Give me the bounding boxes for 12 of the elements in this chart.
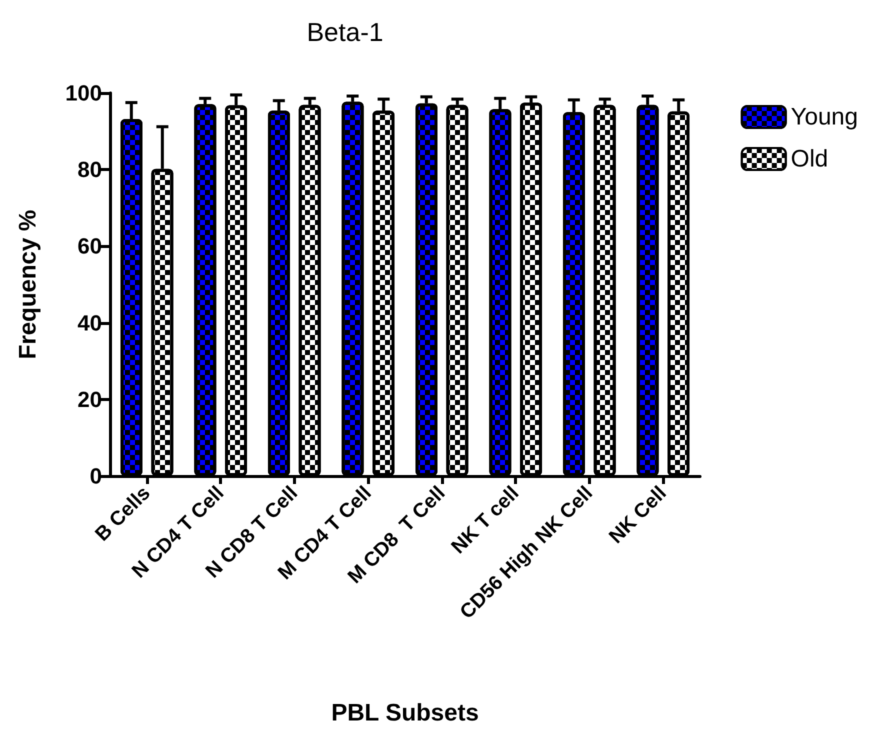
y-tick-label: 20 [78,386,102,412]
legend-label: Young [790,104,858,130]
y-tick-label: 0 [90,464,102,488]
legend-label: Old [790,146,828,172]
x-axis-title: PBL Subsets [331,700,479,726]
y-tick-label: 60 [78,234,102,259]
y-tick-label: 40 [78,310,102,336]
chart-title: Beta-1 [306,17,384,47]
y-tick-label: 100 [65,80,102,106]
y-axis-title: Frequency % [14,210,42,360]
x-tick-label: NK Cell [605,482,671,548]
y-tick-label: 80 [78,157,102,182]
